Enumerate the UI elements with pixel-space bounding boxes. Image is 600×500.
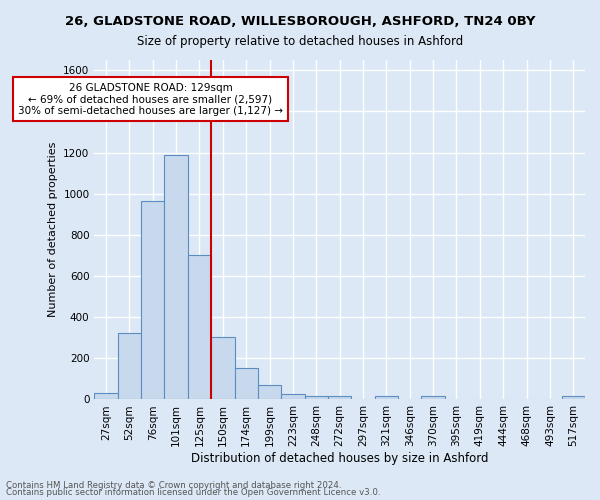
Bar: [188, 256, 211, 400]
Bar: [421, 396, 445, 400]
Bar: [211, 336, 235, 400]
Bar: [94, 394, 118, 400]
Bar: [118, 332, 141, 400]
Bar: [328, 396, 352, 400]
Bar: [164, 154, 188, 400]
Text: Size of property relative to detached houses in Ashford: Size of property relative to detached ho…: [137, 35, 463, 48]
Bar: [141, 201, 164, 400]
Text: 26 GLADSTONE ROAD: 129sqm
← 69% of detached houses are smaller (2,597)
30% of se: 26 GLADSTONE ROAD: 129sqm ← 69% of detac…: [18, 82, 283, 116]
Text: 26, GLADSTONE ROAD, WILLESBOROUGH, ASHFORD, TN24 0BY: 26, GLADSTONE ROAD, WILLESBOROUGH, ASHFO…: [65, 15, 535, 28]
Y-axis label: Number of detached properties: Number of detached properties: [47, 142, 58, 318]
X-axis label: Distribution of detached houses by size in Ashford: Distribution of detached houses by size …: [191, 452, 488, 465]
Bar: [375, 396, 398, 400]
Text: Contains HM Land Registry data © Crown copyright and database right 2024.: Contains HM Land Registry data © Crown c…: [6, 480, 341, 490]
Bar: [305, 396, 328, 400]
Text: Contains public sector information licensed under the Open Government Licence v3: Contains public sector information licen…: [6, 488, 380, 497]
Bar: [258, 385, 281, 400]
Bar: [235, 368, 258, 400]
Bar: [562, 396, 585, 400]
Bar: [281, 394, 305, 400]
